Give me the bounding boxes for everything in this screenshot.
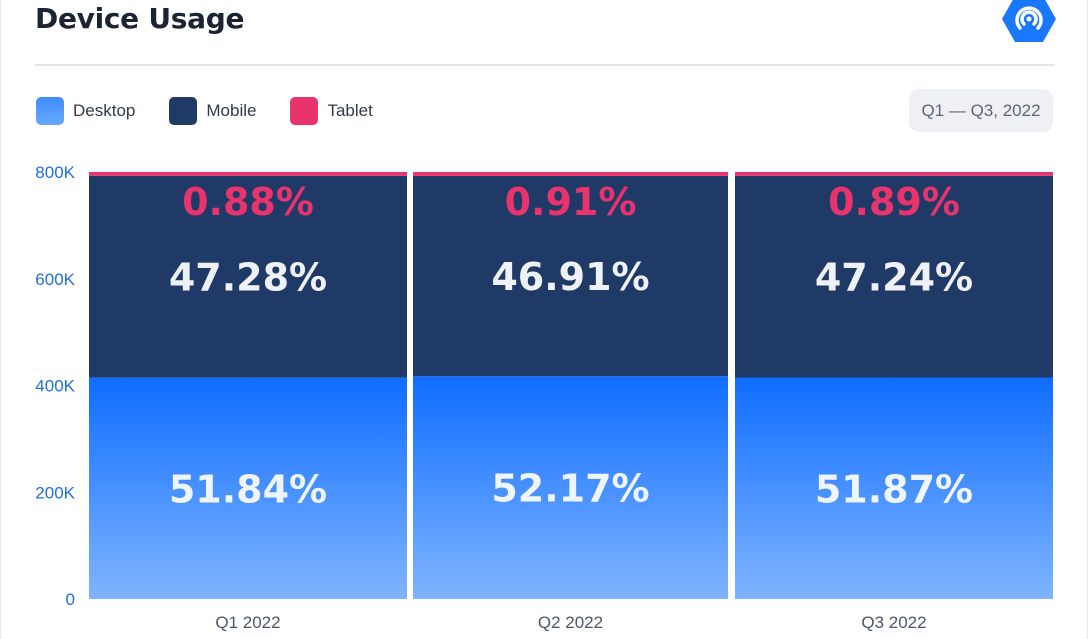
bar-segment-mobile[interactable] [735,175,1053,378]
data-label-tablet: 0.89% [828,180,960,224]
y-tick-label: 200K [35,483,75,502]
x-tick-label: Q2 2022 [538,613,603,632]
period-selector[interactable]: Q1 — Q3, 2022 [909,89,1053,132]
bar-segment-tablet[interactable] [735,172,1053,176]
y-tick-label: 800K [35,163,75,182]
bar-segment-mobile[interactable] [413,175,728,377]
legend-item-desktop[interactable]: Desktop [36,97,135,125]
legend: Desktop Mobile Tablet [36,96,407,126]
data-label-mobile: 46.91% [491,255,649,299]
bar-segment-tablet[interactable] [413,172,728,176]
bar-segment-desktop[interactable] [413,376,728,599]
legend-item-mobile[interactable]: Mobile [169,97,256,125]
x-tick-label: Q1 2022 [215,613,280,632]
x-tick-label: Q3 2022 [861,613,926,632]
data-label-tablet: 0.91% [505,180,637,224]
data-label-desktop: 51.87% [815,467,973,511]
legend-swatch-tablet [290,97,319,125]
page-title: Device Usage [35,2,245,35]
bar-segment-desktop[interactable] [89,377,407,599]
bar-segment-mobile[interactable] [89,175,407,378]
bar-segment-tablet[interactable] [89,172,407,176]
data-label-tablet: 0.88% [182,180,314,224]
y-tick-label: 400K [35,377,75,396]
legend-swatch-desktop [36,97,64,125]
data-label-mobile: 47.28% [169,256,327,300]
bar-segment-desktop[interactable] [735,377,1053,599]
y-tick-label: 0 [66,590,75,609]
data-label-mobile: 47.24% [815,256,973,300]
datareportal-logo-icon[interactable] [1002,0,1056,44]
legend-label-tablet: Tablet [327,101,373,120]
legend-label-mobile: Mobile [206,101,257,120]
data-label-desktop: 52.17% [491,467,649,511]
legend-item-tablet[interactable]: Tablet [290,97,373,125]
legend-swatch-mobile [169,97,198,125]
legend-label-desktop: Desktop [73,101,136,120]
y-tick-label: 600K [35,270,75,289]
data-label-desktop: 51.84% [169,467,327,511]
header-divider [35,64,1055,66]
